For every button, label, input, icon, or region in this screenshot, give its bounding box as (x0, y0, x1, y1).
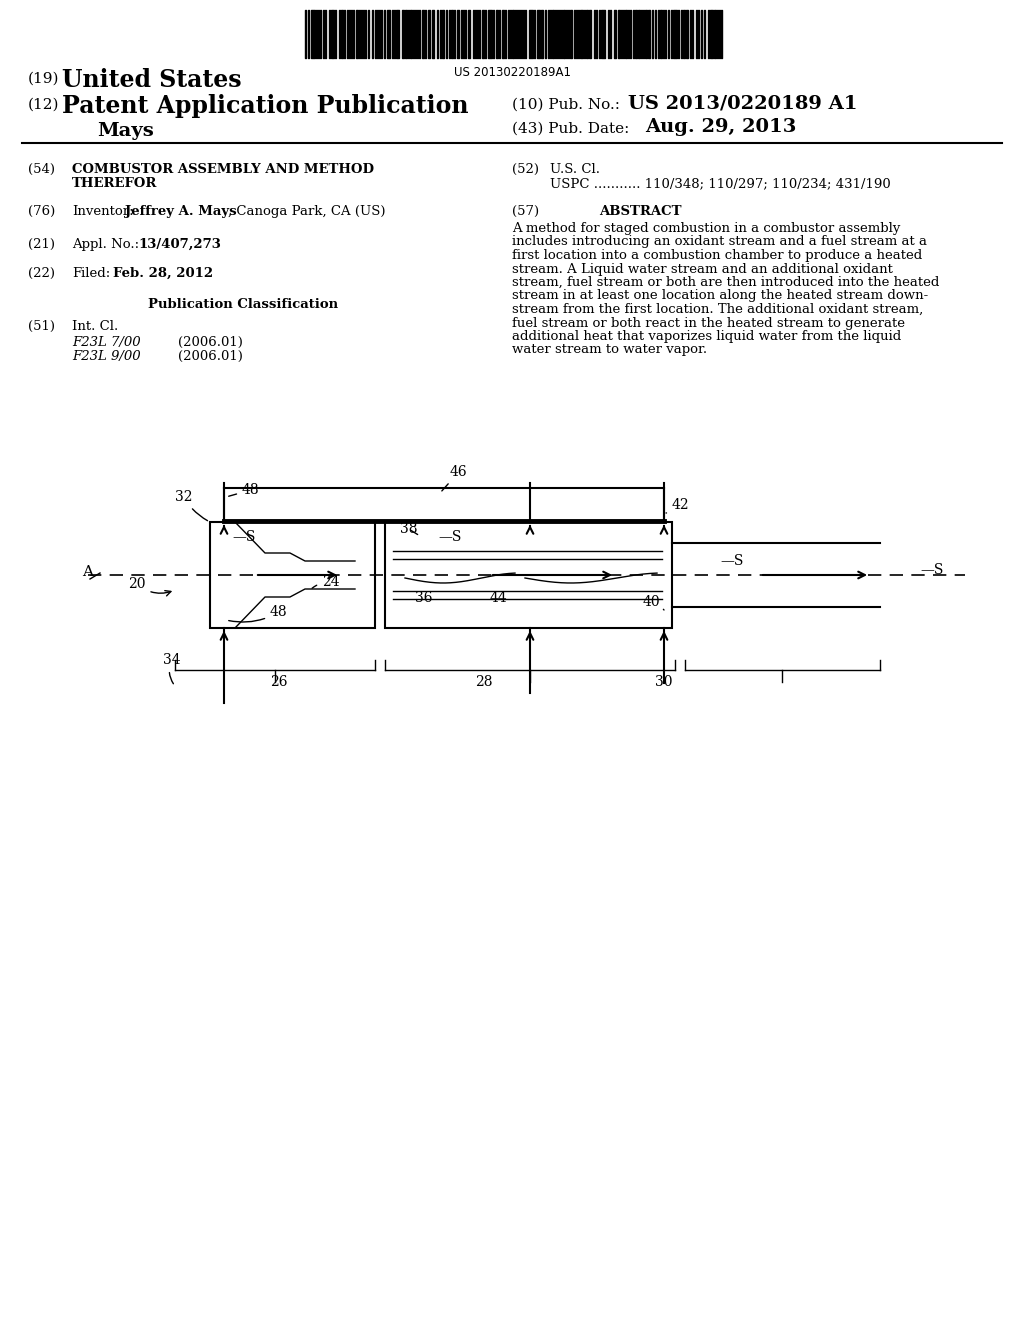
Text: 48: 48 (228, 605, 288, 622)
Text: —S: —S (438, 531, 462, 544)
Text: Appl. No.:: Appl. No.: (72, 238, 139, 251)
Text: (57): (57) (512, 205, 539, 218)
Text: Int. Cl.: Int. Cl. (72, 319, 118, 333)
Text: F23L 7/00: F23L 7/00 (72, 337, 140, 348)
Text: 24: 24 (312, 576, 340, 589)
Text: Publication Classification: Publication Classification (148, 298, 338, 312)
Text: 13/407,273: 13/407,273 (138, 238, 221, 251)
Text: (2006.01): (2006.01) (178, 337, 243, 348)
Text: 46: 46 (441, 465, 468, 491)
Text: (43) Pub. Date:: (43) Pub. Date: (512, 121, 630, 136)
Text: 36: 36 (415, 591, 432, 605)
Text: 42: 42 (666, 498, 689, 513)
Text: 32: 32 (175, 490, 208, 520)
Text: ABSTRACT: ABSTRACT (599, 205, 681, 218)
Text: (12): (12) (28, 98, 59, 112)
Text: (21): (21) (28, 238, 55, 251)
Text: 38: 38 (400, 521, 418, 536)
Text: 40: 40 (643, 595, 664, 610)
Text: THEREFOR: THEREFOR (72, 177, 158, 190)
Text: first location into a combustion chamber to produce a heated: first location into a combustion chamber… (512, 249, 923, 261)
Text: USPC ........... 110/348; 110/297; 110/234; 431/190: USPC ........... 110/348; 110/297; 110/2… (550, 177, 891, 190)
Text: stream from the first location. The additional oxidant stream,: stream from the first location. The addi… (512, 304, 924, 315)
Bar (385, 521, 672, 628)
Text: —S: —S (720, 554, 743, 568)
Text: United States: United States (62, 69, 242, 92)
Text: stream in at least one location along the heated stream down-: stream in at least one location along th… (512, 289, 928, 302)
Text: (19): (19) (28, 73, 59, 86)
Text: 26: 26 (270, 675, 288, 689)
Text: (22): (22) (28, 267, 55, 280)
Text: U.S. Cl.: U.S. Cl. (550, 162, 600, 176)
Text: Feb. 28, 2012: Feb. 28, 2012 (113, 267, 213, 280)
Text: 34: 34 (163, 653, 180, 684)
Text: —S: —S (232, 531, 255, 544)
Text: , Canoga Park, CA (US): , Canoga Park, CA (US) (228, 205, 385, 218)
Text: (76): (76) (28, 205, 55, 218)
Text: water stream to water vapor.: water stream to water vapor. (512, 343, 708, 356)
Text: F23L 9/00: F23L 9/00 (72, 350, 140, 363)
Text: stream, fuel stream or both are then introduced into the heated: stream, fuel stream or both are then int… (512, 276, 939, 289)
Text: stream. A Liquid water stream and an additional oxidant: stream. A Liquid water stream and an add… (512, 263, 893, 276)
Bar (210, 521, 375, 628)
Text: A method for staged combustion in a combustor assembly: A method for staged combustion in a comb… (512, 222, 900, 235)
Text: Patent Application Publication: Patent Application Publication (62, 94, 469, 117)
Text: US 20130220189A1: US 20130220189A1 (454, 66, 570, 79)
Text: A: A (82, 565, 93, 579)
Text: Jeffrey A. Mays: Jeffrey A. Mays (125, 205, 237, 218)
Text: 30: 30 (655, 675, 673, 689)
Text: 20: 20 (128, 577, 171, 595)
Text: 44: 44 (490, 591, 508, 605)
Text: Mays: Mays (97, 121, 154, 140)
Text: Filed:: Filed: (72, 267, 111, 280)
Text: (10) Pub. No.:: (10) Pub. No.: (512, 98, 620, 112)
Text: (54): (54) (28, 162, 55, 176)
Text: includes introducing an oxidant stream and a fuel stream at a: includes introducing an oxidant stream a… (512, 235, 927, 248)
Text: fuel stream or both react in the heated stream to generate: fuel stream or both react in the heated … (512, 317, 905, 330)
Text: —S: —S (920, 564, 943, 577)
Text: US 2013/0220189 A1: US 2013/0220189 A1 (628, 94, 857, 112)
Text: 28: 28 (475, 675, 493, 689)
Text: Aug. 29, 2013: Aug. 29, 2013 (645, 117, 797, 136)
Text: additional heat that vaporizes liquid water from the liquid: additional heat that vaporizes liquid wa… (512, 330, 901, 343)
Text: COMBUSTOR ASSEMBLY AND METHOD: COMBUSTOR ASSEMBLY AND METHOD (72, 162, 374, 176)
Text: (52): (52) (512, 162, 539, 176)
Text: 48: 48 (228, 483, 260, 498)
Text: (51): (51) (28, 319, 55, 333)
Text: Inventor:: Inventor: (72, 205, 133, 218)
Text: (2006.01): (2006.01) (178, 350, 243, 363)
